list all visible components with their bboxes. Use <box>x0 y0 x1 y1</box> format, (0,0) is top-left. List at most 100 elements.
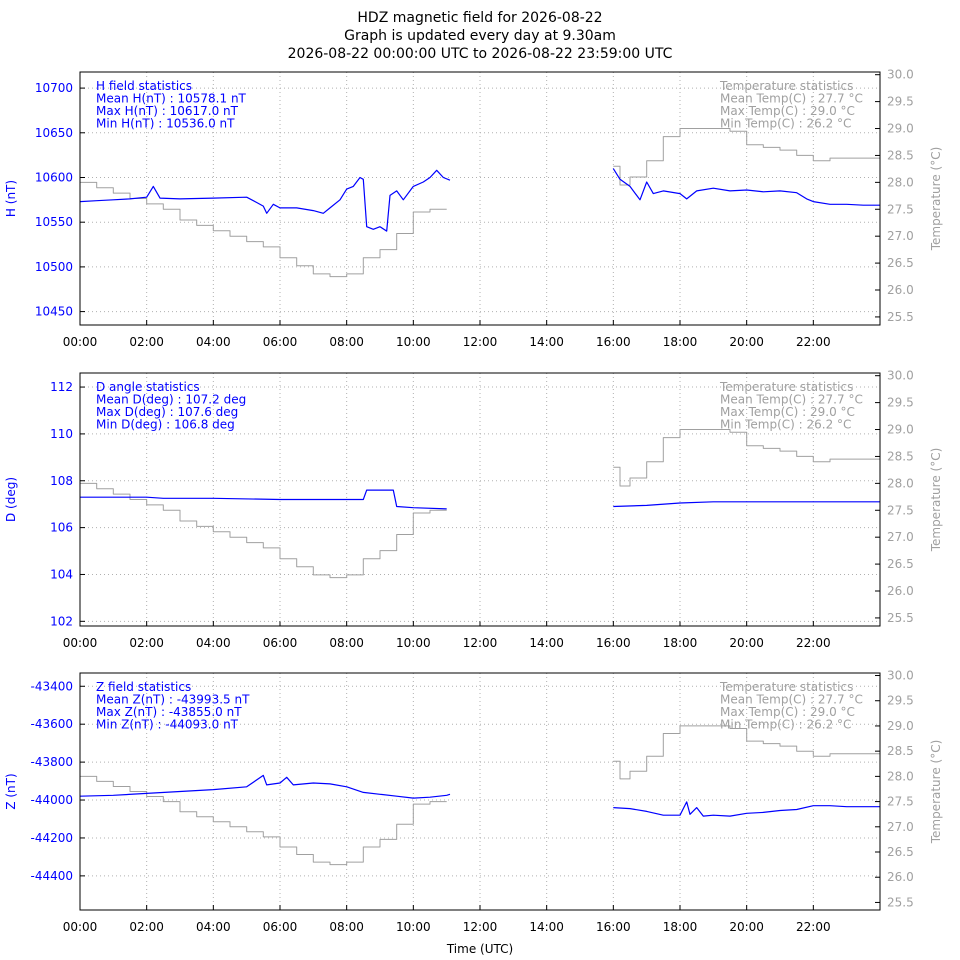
x-tick-label: 00:00 <box>63 920 98 934</box>
x-tick-label: 10:00 <box>396 636 431 650</box>
x-tick-label: 14:00 <box>529 335 564 349</box>
x-tick-label: 00:00 <box>63 335 98 349</box>
y2-tick-label: 25.5 <box>887 310 914 324</box>
panel-z: 00:00 02:00 04:00 06:00 08:00 10:00 12:00 14:00… <box>4 669 943 934</box>
temperature-stat-line: Temperature statistics <box>719 380 853 394</box>
chart-title-line2: Graph is updated every day at 9.30am <box>344 28 616 44</box>
y-tick-label: -44200 <box>30 831 73 845</box>
x-tick-label: 08:00 <box>329 335 364 349</box>
x-tick-label: 06:00 <box>263 335 298 349</box>
x-tick-label: 06:00 <box>263 636 298 650</box>
x-tick-label: 10:00 <box>396 920 431 934</box>
y-tick-label: 10600 <box>35 170 73 184</box>
y2-tick-label: 30.0 <box>887 68 914 82</box>
field-stat-line: Min Z(nT) : -44093.0 nT <box>96 718 239 732</box>
temperature-series-line <box>613 725 880 780</box>
plot-frame <box>79 71 881 326</box>
y2-axis-label: Temperature (°C) <box>929 740 943 845</box>
y2-tick-label: 29.5 <box>887 396 914 410</box>
y-tick-label: -44000 <box>30 793 73 807</box>
y-tick-label: -43600 <box>30 717 73 731</box>
temperature-stat-line: Mean Temp(C) : 27.7 °C <box>720 92 863 106</box>
temperature-stat-line: Max Temp(C) : 29.0 °C <box>720 705 855 719</box>
x-tick-label: 20:00 <box>729 920 764 934</box>
y2-tick-label: 30.0 <box>887 369 914 383</box>
y2-tick-label: 29.5 <box>887 95 914 109</box>
temperature-stat-line: Temperature statistics <box>719 79 853 93</box>
field-series-line <box>79 169 451 232</box>
x-tick-label: 22:00 <box>796 335 831 349</box>
y2-tick-label: 27.5 <box>887 795 914 809</box>
y-tick-label: 108 <box>50 474 73 488</box>
y2-axis-label: Temperature (°C) <box>929 147 943 252</box>
y-tick-label: 102 <box>50 614 73 628</box>
y-tick-label: 10700 <box>35 81 73 95</box>
x-tick-label: 16:00 <box>596 636 631 650</box>
y2-tick-label: 26.5 <box>887 256 914 270</box>
temperature-stat-line: Mean Temp(C) : 27.7 °C <box>720 693 863 707</box>
field-stat-line: Min D(deg) : 106.8 deg <box>96 418 235 432</box>
y-tick-label: 110 <box>50 427 73 441</box>
y2-tick-label: 29.5 <box>887 694 914 708</box>
x-tick-label: 00:00 <box>63 636 98 650</box>
y2-axis-label: Temperature (°C) <box>929 448 943 553</box>
temperature-series-line <box>80 181 447 278</box>
field-series-line <box>613 801 880 817</box>
x-tick-label: 14:00 <box>529 636 564 650</box>
temperature-series-line <box>80 775 447 866</box>
x-tick-label: 08:00 <box>329 636 364 650</box>
y-axis-label: H (nT) <box>4 180 18 217</box>
panel-d: 00:00 02:00 04:00 06:00 08:00 10:00 12:00 14:00… <box>4 369 943 650</box>
x-tick-label: 18:00 <box>663 335 698 349</box>
field-stat-line: Max H(nT) : 10617.0 nT <box>96 104 239 118</box>
y2-tick-label: 27.0 <box>887 530 914 544</box>
temperature-series-line <box>613 429 880 487</box>
y2-tick-label: 28.0 <box>887 175 914 189</box>
y2-tick-label: 28.0 <box>887 769 914 783</box>
y2-tick-label: 26.0 <box>887 584 914 598</box>
y2-tick-label: 25.5 <box>887 895 914 909</box>
y-tick-label: -43800 <box>30 755 73 769</box>
y2-tick-label: 27.5 <box>887 202 914 216</box>
field-series-line <box>612 168 880 206</box>
panels: 00:00 02:00 04:00 06:00 08:00 10:00 12:00 14:00… <box>4 68 943 934</box>
plot-frame <box>79 372 881 627</box>
y2-tick-label: 26.5 <box>887 557 914 571</box>
x-tick-label: 18:00 <box>663 636 698 650</box>
x-tick-label: 02:00 <box>129 920 164 934</box>
field-stat-line: Mean D(deg) : 107.2 deg <box>96 393 246 407</box>
y-tick-label: 10550 <box>35 215 73 229</box>
y2-tick-label: 26.0 <box>887 870 914 884</box>
x-tick-label: 20:00 <box>729 335 764 349</box>
x-tick-label: 04:00 <box>196 335 231 349</box>
x-tick-label: 16:00 <box>596 335 631 349</box>
y-tick-label: 106 <box>50 521 73 535</box>
y2-tick-label: 28.5 <box>887 449 914 463</box>
plot-frame <box>79 672 881 911</box>
y-tick-label: -44400 <box>30 869 73 883</box>
x-tick-label: 04:00 <box>196 636 231 650</box>
y2-tick-label: 28.0 <box>887 476 914 490</box>
x-tick-label: 12:00 <box>463 335 498 349</box>
x-tick-label: 14:00 <box>529 920 564 934</box>
x-tick-label: 10:00 <box>396 335 431 349</box>
x-tick-label: 02:00 <box>129 335 164 349</box>
y-tick-label: 112 <box>50 380 73 394</box>
y-axis-label: Z (nT) <box>4 773 18 809</box>
x-tick-label: 16:00 <box>596 920 631 934</box>
x-tick-label: 12:00 <box>463 920 498 934</box>
field-stat-line: Mean Z(nT) : -43993.5 nT <box>96 693 250 707</box>
y2-tick-label: 26.5 <box>887 845 914 859</box>
temperature-stat-line: Min Temp(C) : 26.2 °C <box>720 718 851 732</box>
y-tick-label: -43400 <box>30 679 73 693</box>
temperature-stat-line: Mean Temp(C) : 27.7 °C <box>720 393 863 407</box>
temperature-stat-line: Max Temp(C) : 29.0 °C <box>720 104 855 118</box>
x-tick-label: 18:00 <box>663 920 698 934</box>
y2-tick-label: 28.5 <box>887 744 914 758</box>
field-stat-line: Max Z(nT) : -43855.0 nT <box>96 705 242 719</box>
chart-title-line3: 2026-08-22 00:00:00 UTC to 2026-08-22 23… <box>288 46 673 62</box>
temperature-stat-line: Min Temp(C) : 26.2 °C <box>720 418 851 432</box>
x-axis-label: Time (UTC) <box>446 942 513 956</box>
temperature-stat-line: Min Temp(C) : 26.2 °C <box>720 117 851 131</box>
